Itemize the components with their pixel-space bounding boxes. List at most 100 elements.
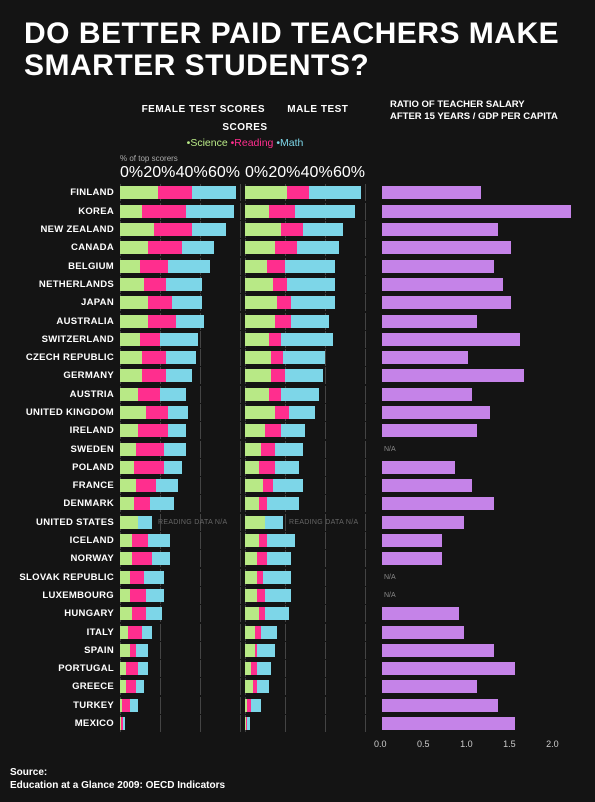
data-row: AUSTRIA — [0, 385, 595, 403]
ratio-bar — [370, 534, 580, 547]
female-bar — [120, 589, 245, 602]
female-bar — [120, 534, 245, 547]
female-bar — [120, 571, 245, 584]
data-row: PORTUGAL — [0, 660, 595, 678]
source: Source: Education at a Glance 2009: OECD… — [10, 766, 225, 792]
country-label: CZECH REPUBLIC — [0, 352, 120, 363]
female-bar: READING DATA N/A — [120, 516, 245, 529]
ratio-header-1: RATIO OF TEACHER SALARY — [390, 99, 570, 111]
country-label: SLOVAK REPUBLIC — [0, 572, 120, 583]
female-bar — [120, 497, 245, 510]
female-bar — [120, 552, 245, 565]
country-label: SWITZERLAND — [0, 334, 120, 345]
ratio-bar — [370, 241, 580, 254]
data-row: MEXICO — [0, 714, 595, 732]
male-bar — [245, 333, 370, 346]
ratio-bar — [370, 223, 580, 236]
ratio-bar — [370, 205, 580, 218]
chart-rows: FINLANDKOREANEW ZEALANDCANADABELGIUMNETH… — [0, 182, 595, 733]
female-bar — [120, 717, 245, 730]
male-bar — [245, 571, 370, 584]
female-bar — [120, 223, 245, 236]
ratio-bar — [370, 699, 580, 712]
country-label: LUXEMBOURG — [0, 590, 120, 601]
male-bar — [245, 369, 370, 382]
ratio-bar — [370, 424, 580, 437]
subhead: % of top scorers — [120, 151, 245, 164]
country-label: ITALY — [0, 627, 120, 638]
data-row: UNITED STATESREADING DATA N/AREADING DAT… — [0, 513, 595, 531]
ratio-bar — [370, 717, 580, 730]
male-bar — [245, 461, 370, 474]
female-bar — [120, 205, 245, 218]
data-row: NETHERLANDS — [0, 275, 595, 293]
ratio-bar — [370, 479, 580, 492]
male-bar — [245, 351, 370, 364]
ratio-bar — [370, 186, 580, 199]
data-row: GREECE — [0, 678, 595, 696]
ratio-bar — [370, 644, 580, 657]
country-label: CANADA — [0, 242, 120, 253]
data-row: IRELAND — [0, 422, 595, 440]
data-row: CANADA — [0, 239, 595, 257]
data-row: JAPAN — [0, 294, 595, 312]
ratio-bar: N/A — [370, 443, 580, 456]
female-bar — [120, 315, 245, 328]
ratio-bar — [370, 497, 580, 510]
male-bar — [245, 241, 370, 254]
country-label: BELGIUM — [0, 261, 120, 272]
female-bar — [120, 662, 245, 675]
male-bar — [245, 662, 370, 675]
data-row: UNITED KINGDOM — [0, 403, 595, 421]
male-bar — [245, 479, 370, 492]
data-row: ITALY — [0, 623, 595, 641]
ratio-header-2: AFTER 15 YEARS / GDP PER CAPITA — [390, 111, 570, 123]
country-label: JAPAN — [0, 297, 120, 308]
data-row: POLAND — [0, 458, 595, 476]
data-row: NEW ZEALAND — [0, 220, 595, 238]
legend: •Science •Reading •Math — [120, 137, 370, 149]
male-bar — [245, 626, 370, 639]
ratio-bar: N/A — [370, 589, 580, 602]
ratio-bar — [370, 461, 580, 474]
male-bar — [245, 278, 370, 291]
female-header: FEMALE TEST SCORES — [142, 104, 265, 115]
male-bar — [245, 607, 370, 620]
male-bar — [245, 644, 370, 657]
ratio-bar — [370, 369, 580, 382]
ratio-bar — [370, 680, 580, 693]
female-bar — [120, 443, 245, 456]
ratio-axis: 0.00.51.01.52.0 — [0, 739, 595, 759]
male-bar — [245, 205, 370, 218]
data-row: NORWAY — [0, 550, 595, 568]
data-row: DENMARK — [0, 495, 595, 513]
female-bar — [120, 296, 245, 309]
country-label: UNITED KINGDOM — [0, 407, 120, 418]
country-label: TURKEY — [0, 700, 120, 711]
female-bar — [120, 278, 245, 291]
country-label: IRELAND — [0, 425, 120, 436]
ratio-bar — [370, 516, 580, 529]
data-row: FRANCE — [0, 477, 595, 495]
ratio-bar — [370, 296, 580, 309]
country-label: NORWAY — [0, 553, 120, 564]
male-bar — [245, 406, 370, 419]
data-row: SPAIN — [0, 641, 595, 659]
male-bar — [245, 186, 370, 199]
female-bar — [120, 333, 245, 346]
male-bar — [245, 497, 370, 510]
female-bar — [120, 644, 245, 657]
female-axis: 0%20%40%60% — [120, 164, 245, 182]
male-bar — [245, 296, 370, 309]
country-label: GERMANY — [0, 370, 120, 381]
country-label: UNITED STATES — [0, 517, 120, 528]
data-row: ICELAND — [0, 531, 595, 549]
country-label: DENMARK — [0, 498, 120, 509]
female-bar — [120, 186, 245, 199]
ratio-bar — [370, 260, 580, 273]
female-bar — [120, 699, 245, 712]
male-bar — [245, 552, 370, 565]
ratio-bar — [370, 315, 580, 328]
female-bar — [120, 351, 245, 364]
ratio-bar: N/A — [370, 571, 580, 584]
